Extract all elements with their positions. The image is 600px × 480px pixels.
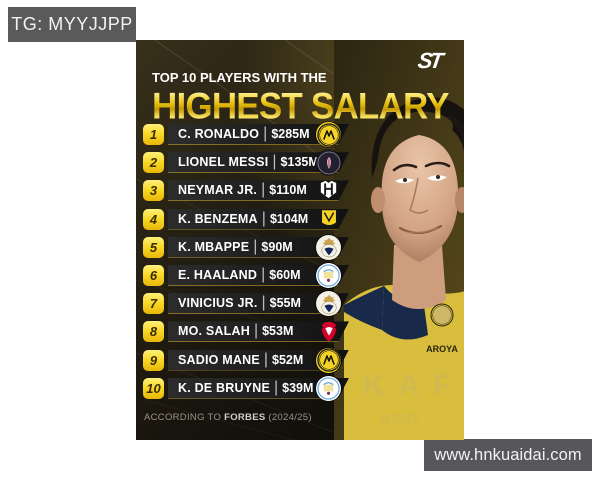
svg-text:ASIG: ASIG: [379, 412, 418, 429]
svg-text:A: A: [398, 369, 420, 402]
svg-text:K: K: [363, 369, 385, 402]
svg-text:AROYA: AROYA: [426, 344, 458, 354]
svg-text:F: F: [433, 369, 451, 402]
